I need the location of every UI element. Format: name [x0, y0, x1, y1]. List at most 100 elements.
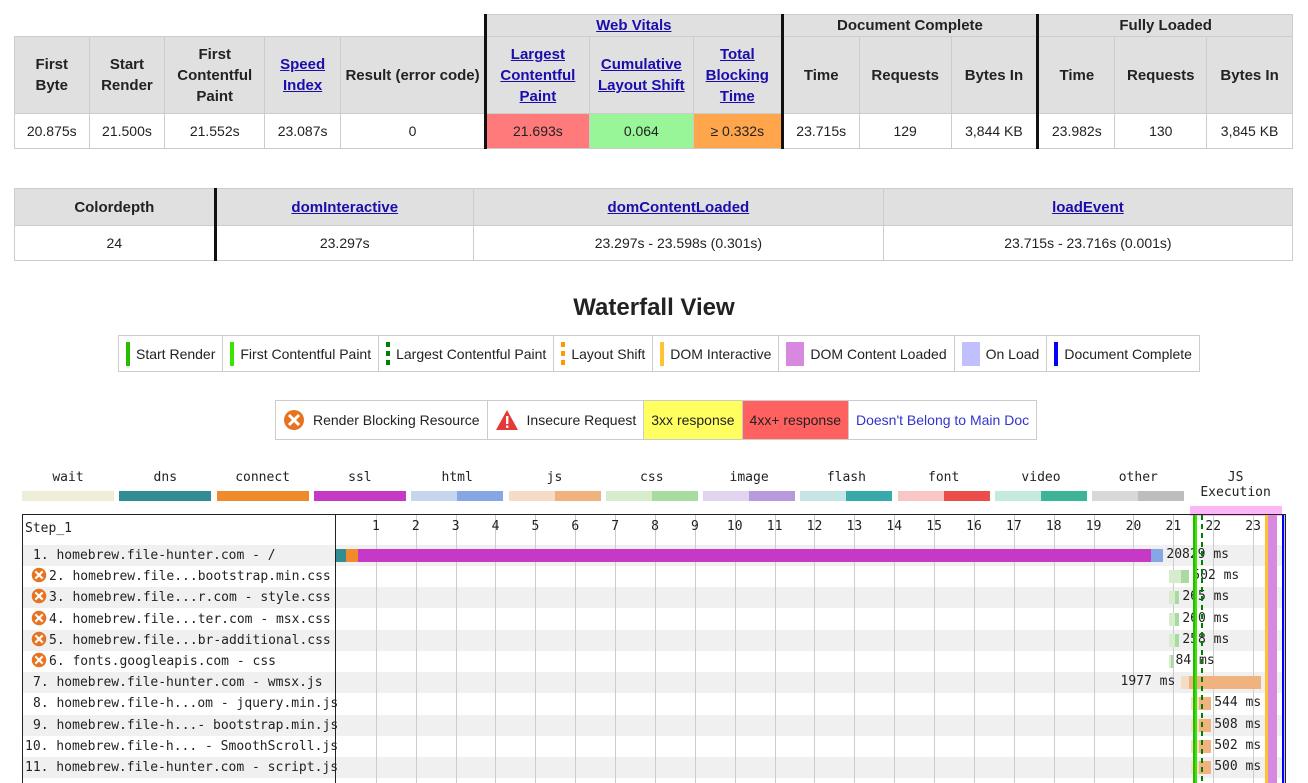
timeline-row [336, 629, 1285, 651]
metric-header-link-5[interactable]: Largest Contentful Paint [500, 45, 576, 105]
type-swatch [216, 491, 309, 501]
metric-value-0: 20.875s [14, 113, 90, 149]
duration-label: 502 ms [1192, 568, 1240, 584]
request-row[interactable]: 11. homebrew.file-hunter.com - script.js [23, 757, 339, 778]
request-row[interactable]: 1. homebrew.file-hunter.com - / [23, 545, 335, 566]
request-row[interactable]: 8. homebrew.file-h...om - jquery.min.js [23, 693, 339, 714]
tick-label: 20 [1125, 519, 1142, 534]
waterfall-timeline: 1 2 3 4 5 6 7 8 9 10 11 12 13 14 15 16 17 18 19 20 21 22 23 208… [336, 515, 1285, 783]
legend-label: First Contentful Paint [240, 345, 372, 362]
duration-label: 500 ms [1214, 759, 1262, 774]
legend2-item-1: Insecure Request [488, 401, 645, 439]
request-row[interactable]: 4. homebrew.file...ter.com - msx.css [23, 609, 335, 630]
tick-line [455, 515, 457, 783]
waterfall-title: Waterfall View [573, 294, 735, 321]
request-label: 2. homebrew.file...bootstrap.min.css [49, 569, 331, 585]
tick-line [1093, 515, 1095, 783]
tick-label: 12 [806, 519, 823, 534]
dom-header-link-3[interactable]: loadEvent [1052, 198, 1124, 216]
download-segment [1199, 761, 1212, 774]
tick-label: 7 [611, 519, 620, 534]
type-label: html [441, 470, 473, 485]
metric-header-link-6[interactable]: Cumulative Layout Shift [598, 56, 685, 94]
ssl-segment [357, 549, 1152, 562]
web-vitals-link[interactable]: Web Vitals [596, 17, 672, 34]
duration-label: 1977 ms [1120, 674, 1176, 690]
request-row[interactable]: 3. homebrew.file...r.com - style.css [23, 587, 335, 609]
legend-label: Document Complete [1064, 345, 1192, 362]
tick-label: 18 [1045, 519, 1062, 534]
request-label: 8. homebrew.file-h...om - jquery.min.js [33, 696, 339, 712]
blank-header [15, 15, 486, 37]
document-complete-marker [1281, 515, 1284, 783]
metric-value-12: 130 [1114, 113, 1208, 149]
metric-header-13: Bytes In [1206, 36, 1293, 114]
duration-label: 258 ms [1182, 631, 1230, 647]
legend-item-start-render: Start Render [119, 336, 224, 371]
tick-label: 2 [411, 519, 420, 534]
metric-value-row: 20.875s 21.500s 21.552s 23.087s 0 21.693s 0.06… [14, 113, 1293, 149]
type-label: JS Execution [1200, 470, 1271, 500]
tick-line [1253, 515, 1255, 783]
legend-label: DOM Interactive [670, 345, 772, 362]
type-label: other [1118, 470, 1158, 485]
wait-segment [1169, 591, 1176, 605]
metric-header-4: Result (error code) [340, 36, 486, 114]
request-row[interactable]: 7. homebrew.file-hunter.com - wmsx.js [23, 672, 335, 694]
wait-segment [1169, 612, 1176, 626]
render-blocking-icon [31, 588, 47, 604]
warning-icon [495, 409, 519, 431]
legend2-item-2: 3xx response [644, 401, 743, 439]
document-complete-header: Document Complete [780, 14, 1039, 37]
duration-label: 508 ms [1214, 716, 1262, 732]
timeline-row [336, 672, 1285, 694]
fully-loaded-header: Fully Loaded [1036, 14, 1293, 37]
on-load-icon [961, 341, 980, 366]
request-label: 5. homebrew.file...br-additional.css [49, 632, 331, 648]
type-swatch [897, 491, 990, 501]
legend-item-lcp: Largest Contentful Paint [379, 336, 555, 371]
legend2-item-3: 4xx+ response [742, 401, 849, 439]
wait-segment [1169, 633, 1176, 647]
request-row[interactable]: 5. homebrew.file...br-additional.css [23, 629, 335, 651]
request-row[interactable]: 10. homebrew.file-h... - SmoothScroll.js [23, 736, 338, 757]
type-label: flash [826, 470, 866, 485]
dom-header-link-2[interactable]: domContentLoaded [607, 198, 750, 216]
render-blocking-icon [31, 652, 47, 668]
dom-header-link-1[interactable]: domInteractive [291, 198, 399, 216]
request-name: 8. homebrew.file-h...om - jquery.min.js [23, 693, 339, 714]
timeline-row [336, 693, 1285, 714]
tick-line [774, 515, 776, 783]
tick-line [854, 515, 856, 783]
metric-value-1: 21.500s [88, 113, 166, 149]
request-label: 11. homebrew.file-hunter.com - script.js [25, 760, 339, 775]
request-name: 7. homebrew.file-hunter.com - wmsx.js [23, 672, 335, 693]
tick-label: 8 [651, 519, 659, 534]
download-segment [1175, 633, 1180, 647]
type-swatch [411, 491, 504, 501]
waterfall-request-list: Step_1 1. homebrew.file-hunter.com - / 2. … [23, 515, 339, 783]
download-segment [1175, 612, 1180, 626]
dom-content-loaded-marker [1264, 515, 1277, 783]
metric-header-12: Requests [1114, 36, 1208, 114]
legend-item-layout-shift: Layout Shift [554, 336, 654, 371]
request-row[interactable]: 2. homebrew.file...bootstrap.min.css [23, 566, 335, 587]
type-swatch [703, 491, 796, 501]
tick-label: 14 [886, 519, 903, 534]
wait-segment [1181, 676, 1190, 690]
tick-line [1013, 515, 1015, 783]
legend-item-on-load: On Load [955, 336, 1048, 371]
request-row[interactable]: 9. homebrew.file-h...- bootstrap.min.js [23, 714, 338, 736]
tick-label: 5 [531, 519, 540, 534]
tick-label: 13 [846, 519, 863, 534]
type-legend-font: font [897, 470, 990, 501]
tick-label: 3 [451, 519, 460, 534]
type-label: font [928, 470, 960, 485]
metric-header-link-7[interactable]: Total Blocking Time [705, 45, 769, 105]
metric-header-7: Total Blocking Time [692, 36, 783, 114]
request-row[interactable]: 6. fonts.googleapis.com - css [23, 651, 335, 672]
metric-header-5: Largest Contentful Paint [483, 36, 590, 114]
metric-header-link-3[interactable]: Speed Index [280, 56, 326, 94]
type-swatch [605, 491, 698, 501]
metric-value-9: 129 [858, 113, 952, 149]
